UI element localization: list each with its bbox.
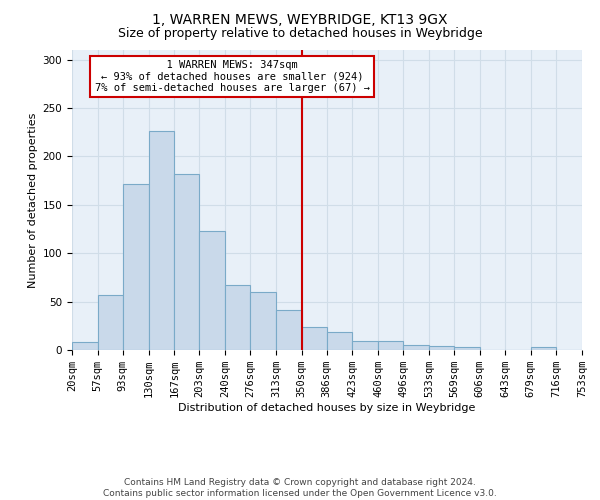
Bar [302, 327, 326, 350]
Bar [352, 342, 378, 350]
Y-axis label: Number of detached properties: Number of detached properties [28, 112, 38, 288]
Bar [250, 292, 276, 350]
Bar [98, 295, 123, 350]
Bar [276, 310, 302, 350]
Text: 1 WARREN MEWS: 347sqm  
← 93% of detached houses are smaller (924)
7% of semi-de: 1 WARREN MEWS: 347sqm ← 93% of detached … [95, 60, 370, 93]
Bar [199, 231, 225, 350]
Bar [123, 184, 149, 350]
X-axis label: Distribution of detached houses by size in Weybridge: Distribution of detached houses by size … [178, 403, 476, 413]
Bar [530, 347, 556, 350]
Bar [149, 132, 174, 350]
Text: Contains HM Land Registry data © Crown copyright and database right 2024.
Contai: Contains HM Land Registry data © Crown c… [103, 478, 497, 498]
Text: Size of property relative to detached houses in Weybridge: Size of property relative to detached ho… [118, 28, 482, 40]
Bar [72, 342, 98, 350]
Bar [378, 342, 403, 350]
Bar [403, 345, 429, 350]
Bar [225, 285, 250, 350]
Bar [429, 346, 454, 350]
Text: 1, WARREN MEWS, WEYBRIDGE, KT13 9GX: 1, WARREN MEWS, WEYBRIDGE, KT13 9GX [152, 12, 448, 26]
Bar [326, 332, 352, 350]
Bar [174, 174, 199, 350]
Bar [454, 347, 480, 350]
